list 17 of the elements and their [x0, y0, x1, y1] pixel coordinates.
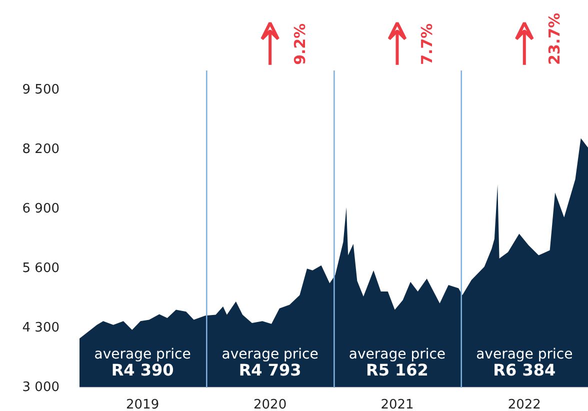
x-tick-label: 2021	[380, 398, 414, 411]
y-tick-label: 4 300	[22, 320, 60, 336]
text: 23.7%	[545, 12, 564, 65]
text: 7.7%	[418, 23, 436, 65]
x-tick-label: 2019	[126, 398, 160, 411]
annotation: average price R5 162	[348, 346, 446, 380]
x-tick-label: 2022	[508, 398, 541, 411]
text: 9.2%	[291, 23, 310, 65]
y-tick-label: 6 900	[22, 202, 60, 217]
y-tick-label: 5 600	[22, 261, 60, 276]
annotation: average price R4 793	[222, 346, 318, 380]
annotation: average price R6 384	[476, 346, 573, 380]
y-tick-label: 3 000	[22, 380, 60, 395]
annotation: average price R4 390	[94, 346, 191, 380]
y-tick-label: 9 500	[22, 82, 60, 98]
y-tick-label: 8 200	[22, 142, 60, 158]
x-tick-label: 2020	[254, 398, 287, 411]
